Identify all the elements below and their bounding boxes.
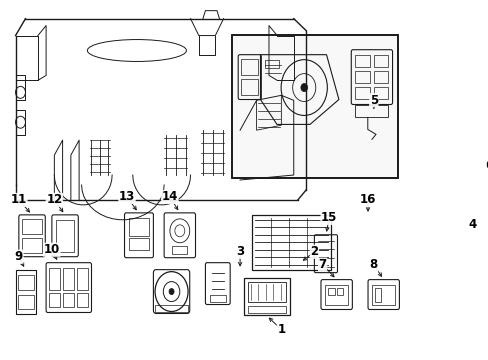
Bar — [355, 55, 369, 67]
Text: 12: 12 — [46, 193, 62, 206]
Bar — [18, 294, 34, 310]
Text: 8: 8 — [369, 258, 377, 271]
Text: 10: 10 — [43, 243, 60, 256]
Bar — [371, 285, 394, 305]
Bar — [77, 293, 88, 306]
Bar — [264, 60, 279, 68]
Circle shape — [169, 289, 174, 294]
Bar — [209, 294, 225, 302]
Bar — [231, 35, 398, 178]
Bar — [373, 86, 387, 99]
Bar — [241, 59, 258, 75]
Text: 4: 4 — [468, 218, 476, 231]
Text: 15: 15 — [321, 211, 337, 224]
Text: 14: 14 — [162, 190, 178, 203]
Bar — [247, 306, 286, 314]
Bar — [355, 71, 369, 82]
Text: 16: 16 — [359, 193, 375, 206]
Text: 6: 6 — [484, 158, 488, 172]
Bar — [373, 55, 387, 67]
Circle shape — [300, 84, 307, 91]
Bar — [128, 238, 149, 250]
Text: 9: 9 — [15, 250, 23, 263]
Bar — [56, 220, 74, 252]
Bar — [355, 105, 387, 117]
Bar — [244, 278, 289, 315]
Bar — [77, 268, 88, 289]
Text: 2: 2 — [310, 245, 318, 258]
Bar — [18, 275, 34, 289]
Text: 1: 1 — [277, 323, 285, 336]
Bar — [63, 268, 74, 289]
Bar — [375, 288, 381, 302]
Bar — [172, 246, 187, 254]
Text: 5: 5 — [369, 94, 377, 107]
Bar — [63, 293, 74, 306]
Bar — [128, 218, 149, 236]
Bar — [22, 238, 42, 253]
Bar — [241, 78, 258, 95]
Bar — [355, 86, 369, 99]
Bar — [49, 268, 60, 289]
Bar — [252, 215, 330, 270]
Bar — [155, 305, 188, 312]
Text: 7: 7 — [318, 258, 326, 271]
Text: 11: 11 — [11, 193, 27, 206]
Bar — [49, 293, 60, 306]
Bar — [336, 288, 343, 294]
Bar — [325, 285, 347, 305]
Bar — [22, 219, 42, 234]
Bar — [247, 282, 286, 302]
Text: 3: 3 — [236, 245, 244, 258]
Bar — [231, 35, 398, 178]
Text: 13: 13 — [119, 190, 135, 203]
Bar — [16, 270, 36, 315]
Bar — [328, 288, 334, 294]
Bar — [373, 71, 387, 82]
